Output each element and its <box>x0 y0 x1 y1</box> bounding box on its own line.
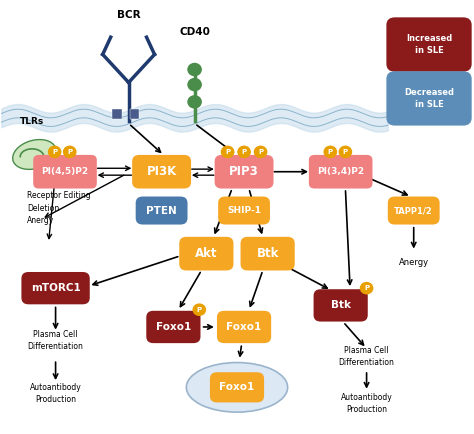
Text: P: P <box>328 149 333 155</box>
Text: Increased
in SLE: Increased in SLE <box>406 34 452 55</box>
Text: P: P <box>343 149 348 155</box>
FancyBboxPatch shape <box>132 155 191 188</box>
FancyBboxPatch shape <box>309 155 373 188</box>
Text: BCR: BCR <box>117 10 140 20</box>
Text: P: P <box>67 149 72 155</box>
Text: TAPP1/2: TAPP1/2 <box>394 206 433 215</box>
Circle shape <box>221 146 234 158</box>
FancyBboxPatch shape <box>388 197 439 224</box>
FancyBboxPatch shape <box>210 372 264 402</box>
Circle shape <box>324 146 337 158</box>
FancyBboxPatch shape <box>386 17 472 72</box>
FancyBboxPatch shape <box>21 272 90 304</box>
Text: Anergy: Anergy <box>399 258 429 267</box>
Circle shape <box>188 79 201 91</box>
Text: Autoantibody
Production: Autoantibody Production <box>30 383 82 404</box>
Circle shape <box>188 96 201 108</box>
Text: PI(3,4)P2: PI(3,4)P2 <box>317 167 364 176</box>
Circle shape <box>339 146 352 158</box>
Text: P: P <box>197 307 202 313</box>
Text: Receptor Editing
Deletion
Anergy: Receptor Editing Deletion Anergy <box>27 191 91 225</box>
Text: Akt: Akt <box>195 247 218 260</box>
Text: Autoantibody
Production: Autoantibody Production <box>341 393 392 414</box>
Ellipse shape <box>186 362 288 412</box>
Text: Btk: Btk <box>256 247 279 260</box>
FancyBboxPatch shape <box>314 289 368 322</box>
FancyBboxPatch shape <box>386 71 472 125</box>
Text: Foxo1: Foxo1 <box>156 322 191 332</box>
Text: P: P <box>258 149 263 155</box>
Text: Btk: Btk <box>331 300 351 310</box>
Text: CD40: CD40 <box>179 27 210 37</box>
Text: P: P <box>364 285 369 291</box>
FancyBboxPatch shape <box>136 197 188 224</box>
Text: PTEN: PTEN <box>146 206 177 216</box>
Ellipse shape <box>13 140 56 169</box>
Circle shape <box>64 146 76 158</box>
FancyBboxPatch shape <box>146 311 201 343</box>
FancyBboxPatch shape <box>112 109 121 118</box>
Text: P: P <box>242 149 246 155</box>
Text: TLRs: TLRs <box>20 118 44 126</box>
Text: PIP3: PIP3 <box>229 165 259 178</box>
Circle shape <box>188 63 201 76</box>
FancyBboxPatch shape <box>218 197 270 224</box>
Text: P: P <box>52 149 57 155</box>
FancyBboxPatch shape <box>179 237 234 270</box>
Circle shape <box>48 146 61 158</box>
Circle shape <box>360 283 373 294</box>
FancyBboxPatch shape <box>215 155 273 188</box>
Text: Foxo1: Foxo1 <box>227 322 262 332</box>
Text: Decreased
in SLE: Decreased in SLE <box>404 88 454 109</box>
Text: PI(4,5)P2: PI(4,5)P2 <box>41 167 89 176</box>
FancyBboxPatch shape <box>240 237 295 270</box>
Circle shape <box>255 146 267 158</box>
Text: SHIP-1: SHIP-1 <box>227 206 261 215</box>
Text: Plasma Cell
Differentiation: Plasma Cell Differentiation <box>338 346 394 367</box>
FancyBboxPatch shape <box>129 109 139 118</box>
Text: P: P <box>225 149 230 155</box>
Circle shape <box>238 146 250 158</box>
Text: mTORC1: mTORC1 <box>31 283 81 293</box>
Text: Foxo1: Foxo1 <box>219 382 255 392</box>
FancyBboxPatch shape <box>217 311 271 343</box>
FancyBboxPatch shape <box>33 155 97 188</box>
Circle shape <box>193 304 205 316</box>
Text: Plasma Cell
Differentiation: Plasma Cell Differentiation <box>27 330 83 351</box>
Text: PI3K: PI3K <box>146 165 177 178</box>
